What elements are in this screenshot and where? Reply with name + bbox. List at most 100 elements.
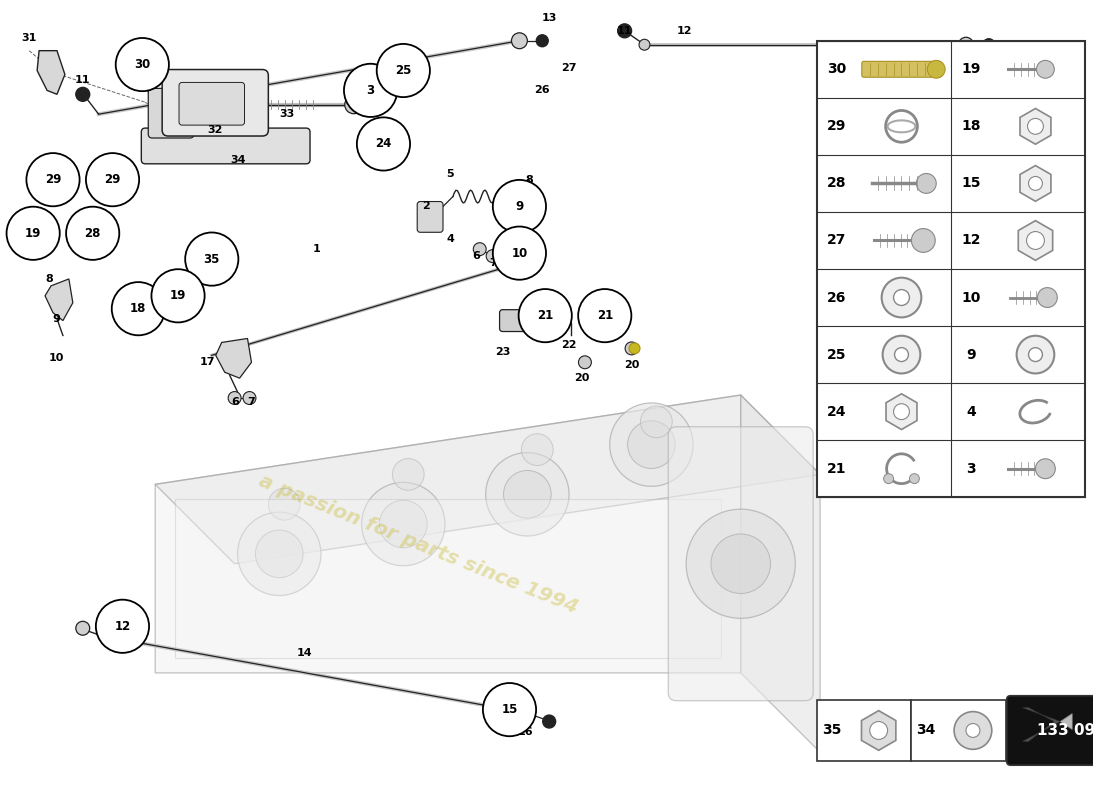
Circle shape <box>966 723 980 738</box>
Circle shape <box>344 64 397 117</box>
Text: 33: 33 <box>279 109 295 119</box>
Text: 28: 28 <box>85 226 101 240</box>
Text: 18: 18 <box>961 119 981 134</box>
Circle shape <box>393 458 425 490</box>
Text: 13: 13 <box>541 13 557 23</box>
Circle shape <box>379 500 427 548</box>
Circle shape <box>927 60 945 78</box>
Text: 14: 14 <box>296 648 312 658</box>
Circle shape <box>116 38 169 91</box>
FancyBboxPatch shape <box>817 700 912 762</box>
FancyBboxPatch shape <box>141 128 310 164</box>
Circle shape <box>910 474 920 484</box>
FancyBboxPatch shape <box>148 88 194 138</box>
Text: 7: 7 <box>488 258 496 268</box>
Circle shape <box>86 153 139 206</box>
Circle shape <box>362 482 446 566</box>
Circle shape <box>628 421 675 469</box>
FancyBboxPatch shape <box>669 426 813 701</box>
Circle shape <box>356 118 410 170</box>
Circle shape <box>1028 348 1043 362</box>
Circle shape <box>374 98 387 111</box>
Text: a passion for parts since 1994: a passion for parts since 1994 <box>256 471 581 617</box>
FancyBboxPatch shape <box>1006 696 1100 751</box>
Text: 12: 12 <box>961 234 981 247</box>
FancyBboxPatch shape <box>817 41 1085 498</box>
Circle shape <box>152 270 205 322</box>
Text: 28: 28 <box>827 177 847 190</box>
Circle shape <box>1027 118 1044 134</box>
Circle shape <box>881 278 922 318</box>
Circle shape <box>517 705 534 721</box>
Text: 133 09: 133 09 <box>1037 723 1096 738</box>
Text: 34: 34 <box>916 723 936 738</box>
Text: 11: 11 <box>617 26 632 36</box>
Circle shape <box>70 210 116 256</box>
Text: 35: 35 <box>204 253 220 266</box>
Circle shape <box>983 38 994 50</box>
Text: 24: 24 <box>827 405 847 418</box>
Circle shape <box>30 157 76 202</box>
Circle shape <box>504 470 551 518</box>
Polygon shape <box>155 395 821 564</box>
Text: 29: 29 <box>45 173 62 186</box>
Text: 29: 29 <box>827 119 847 134</box>
Circle shape <box>96 600 150 653</box>
Circle shape <box>473 242 486 256</box>
Circle shape <box>493 180 546 233</box>
Circle shape <box>90 157 135 202</box>
Text: 12: 12 <box>676 26 692 36</box>
Circle shape <box>483 683 536 736</box>
Text: 10: 10 <box>512 246 528 260</box>
Circle shape <box>344 96 363 114</box>
Text: 16: 16 <box>958 308 974 318</box>
Circle shape <box>686 509 795 618</box>
Circle shape <box>228 391 241 405</box>
Text: 3: 3 <box>366 84 375 97</box>
Circle shape <box>579 289 631 342</box>
Text: 29: 29 <box>104 173 121 186</box>
Circle shape <box>76 622 90 635</box>
Circle shape <box>493 226 546 280</box>
Circle shape <box>102 170 122 190</box>
Circle shape <box>883 474 893 484</box>
Text: 26: 26 <box>535 86 550 95</box>
Text: 25: 25 <box>827 347 847 362</box>
Circle shape <box>903 266 956 319</box>
Text: 5: 5 <box>447 169 454 178</box>
Text: 21: 21 <box>537 309 553 322</box>
Text: 17: 17 <box>200 358 216 367</box>
Circle shape <box>512 33 527 49</box>
Circle shape <box>893 404 910 419</box>
FancyBboxPatch shape <box>162 70 268 136</box>
Text: 30: 30 <box>827 62 847 76</box>
Circle shape <box>537 34 548 46</box>
Text: 21: 21 <box>596 309 613 322</box>
Circle shape <box>882 336 921 374</box>
Text: 6: 6 <box>472 251 480 261</box>
Circle shape <box>579 356 592 369</box>
Text: 9: 9 <box>966 347 976 362</box>
Text: 32: 32 <box>207 125 222 135</box>
Text: 12: 12 <box>114 620 131 633</box>
Text: 34: 34 <box>230 155 245 165</box>
FancyBboxPatch shape <box>175 499 720 658</box>
Text: 15: 15 <box>921 286 937 299</box>
Circle shape <box>916 174 936 194</box>
Circle shape <box>542 715 556 728</box>
Text: 24: 24 <box>375 138 392 150</box>
Text: 15: 15 <box>961 177 981 190</box>
Text: 18: 18 <box>130 302 146 315</box>
Circle shape <box>268 488 300 520</box>
Text: 21: 21 <box>827 462 847 476</box>
Text: 4: 4 <box>966 405 976 418</box>
Circle shape <box>7 206 59 260</box>
Text: 9: 9 <box>52 314 59 324</box>
Circle shape <box>618 24 631 38</box>
Text: 19: 19 <box>169 290 186 302</box>
Circle shape <box>112 282 165 335</box>
Circle shape <box>26 153 79 206</box>
Circle shape <box>1037 288 1057 307</box>
FancyBboxPatch shape <box>179 82 244 125</box>
Circle shape <box>185 233 239 286</box>
